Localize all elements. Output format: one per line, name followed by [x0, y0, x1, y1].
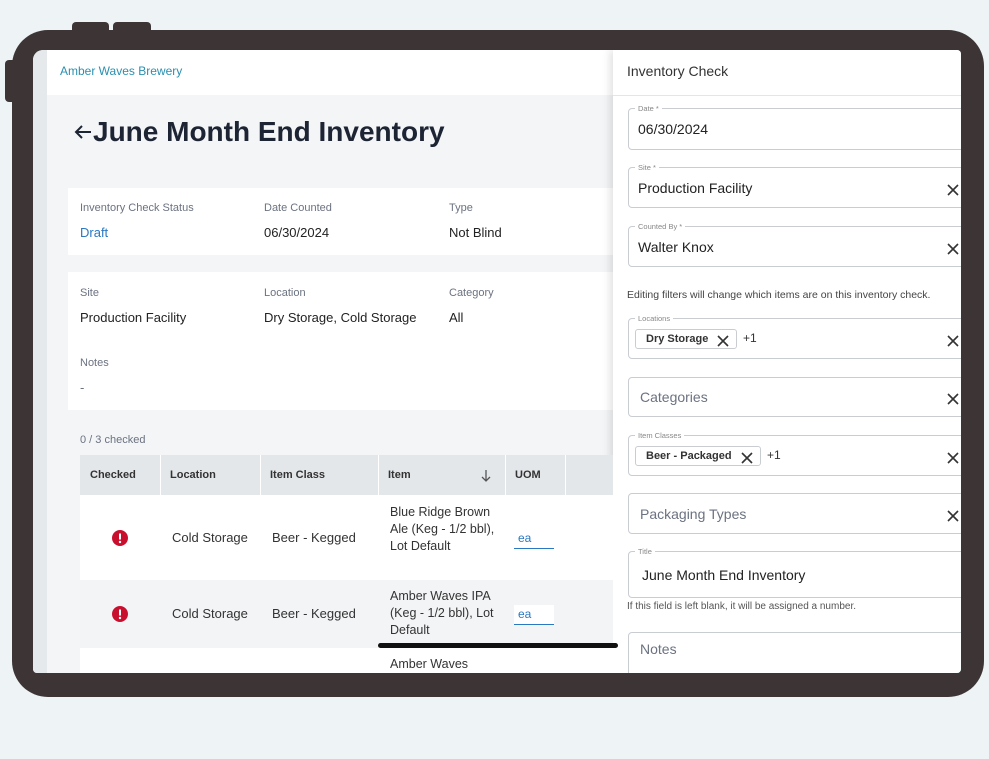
- item-cell: Amber Waves: [390, 657, 469, 671]
- input-box: [628, 551, 961, 598]
- column-divider: [565, 455, 566, 495]
- chip-more: +1: [767, 447, 781, 462]
- clear-icon[interactable]: [947, 334, 959, 347]
- clear-icon[interactable]: [947, 451, 959, 464]
- input-value: June Month End Inventory: [642, 566, 806, 583]
- cell: Cold Storage: [172, 529, 248, 545]
- input-label: Title: [635, 547, 655, 556]
- sort-icon[interactable]: [481, 469, 491, 482]
- input-value: Production Facility: [638, 179, 753, 196]
- back-arrow: [74, 125, 91, 139]
- clear-icon[interactable]: [947, 242, 959, 255]
- clear-icon[interactable]: [947, 392, 959, 405]
- input-box: [628, 377, 961, 417]
- field-label: Site: [80, 287, 99, 299]
- clear-icon[interactable]: [741, 451, 753, 464]
- table-header: [80, 455, 613, 495]
- input-box: [628, 108, 961, 150]
- table-row: [80, 648, 613, 673]
- column-divider: [260, 455, 261, 495]
- column-header: Item: [388, 469, 411, 481]
- chip-more: +1: [743, 330, 757, 345]
- item-cell: Blue Ridge Brown Ale (Keg - 1/2 bbl), Lo…: [390, 504, 495, 553]
- input-label: Item Classes: [635, 431, 685, 440]
- clear-icon[interactable]: [947, 509, 959, 522]
- column-header: Checked: [90, 469, 136, 481]
- field-value: 06/30/2024: [264, 225, 330, 240]
- table-row: [80, 495, 613, 580]
- helper-text: If this field is left blank, it will be …: [627, 601, 857, 612]
- input-box: [628, 167, 961, 208]
- alert-icon: [112, 606, 128, 622]
- column-header: Location: [170, 469, 216, 481]
- input-label: Date *: [635, 104, 662, 113]
- brand: Amber Waves Brewery: [60, 64, 183, 78]
- field-label: Category: [449, 287, 494, 299]
- field-label: Location: [264, 287, 306, 299]
- field-value: Production Facility: [80, 310, 187, 325]
- input-value: Walter Knox: [638, 238, 714, 255]
- field-label: Type: [449, 202, 473, 214]
- column-header: Item Class: [270, 469, 326, 481]
- field-value: All: [449, 310, 464, 325]
- chip: Beer - Packaged: [635, 445, 761, 466]
- column-header: UOM: [515, 469, 541, 481]
- column-divider: [505, 455, 506, 495]
- clear-icon[interactable]: [947, 183, 959, 196]
- chip: Dry Storage: [635, 328, 738, 349]
- input-placeholder: Notes: [640, 641, 677, 657]
- input-label: Locations: [635, 314, 674, 323]
- input-box: [628, 318, 961, 359]
- input-label: Site *: [635, 163, 659, 172]
- uom-value: ea: [518, 607, 532, 621]
- details-card: [68, 272, 613, 410]
- screen: Amber Waves Brewery June Month End Invent…: [33, 50, 961, 673]
- helper-text: Editing filters will change which items …: [627, 289, 931, 301]
- field-value: -: [80, 380, 85, 395]
- input-placeholder: Categories: [640, 389, 708, 405]
- field-value: Not Blind: [449, 225, 502, 240]
- checked-count: 0 / 3 checked: [80, 434, 146, 446]
- input-label: Counted By *: [635, 222, 686, 231]
- uom-value: ea: [518, 530, 532, 545]
- summary-card: [68, 188, 613, 255]
- input-box: [628, 632, 961, 673]
- panel-divider: [613, 95, 961, 96]
- alert-icon: [112, 529, 128, 546]
- field-label: Inventory Check Status: [80, 202, 194, 214]
- clear-icon[interactable]: [717, 334, 729, 347]
- input-box: [628, 493, 961, 534]
- cell: Beer - Kegged: [272, 529, 356, 545]
- uom-input: [514, 529, 554, 549]
- input-placeholder: Packaging Types: [640, 505, 747, 522]
- column-divider: [378, 455, 379, 495]
- cell: Cold Storage: [172, 606, 248, 621]
- top-bar: [47, 50, 613, 95]
- side-strip: [33, 50, 47, 673]
- page-title: June Month End Inventory: [93, 116, 445, 147]
- field-value: Dry Storage, Cold Storage: [264, 310, 417, 325]
- cell: Beer - Kegged: [272, 606, 356, 621]
- uom-input: [514, 605, 554, 625]
- home-indicator: [378, 643, 618, 648]
- item-cell: Amber Waves IPA (Keg - 1/2 bbl), Lot Def…: [390, 589, 494, 637]
- field-value: Draft: [80, 225, 109, 240]
- column-divider: [160, 455, 161, 495]
- field-label: Notes: [80, 357, 109, 369]
- panel-title: Inventory Check: [627, 63, 729, 79]
- input-box: [628, 226, 961, 267]
- field-label: Date Counted: [264, 202, 332, 214]
- input-value: 06/30/2024: [638, 121, 709, 137]
